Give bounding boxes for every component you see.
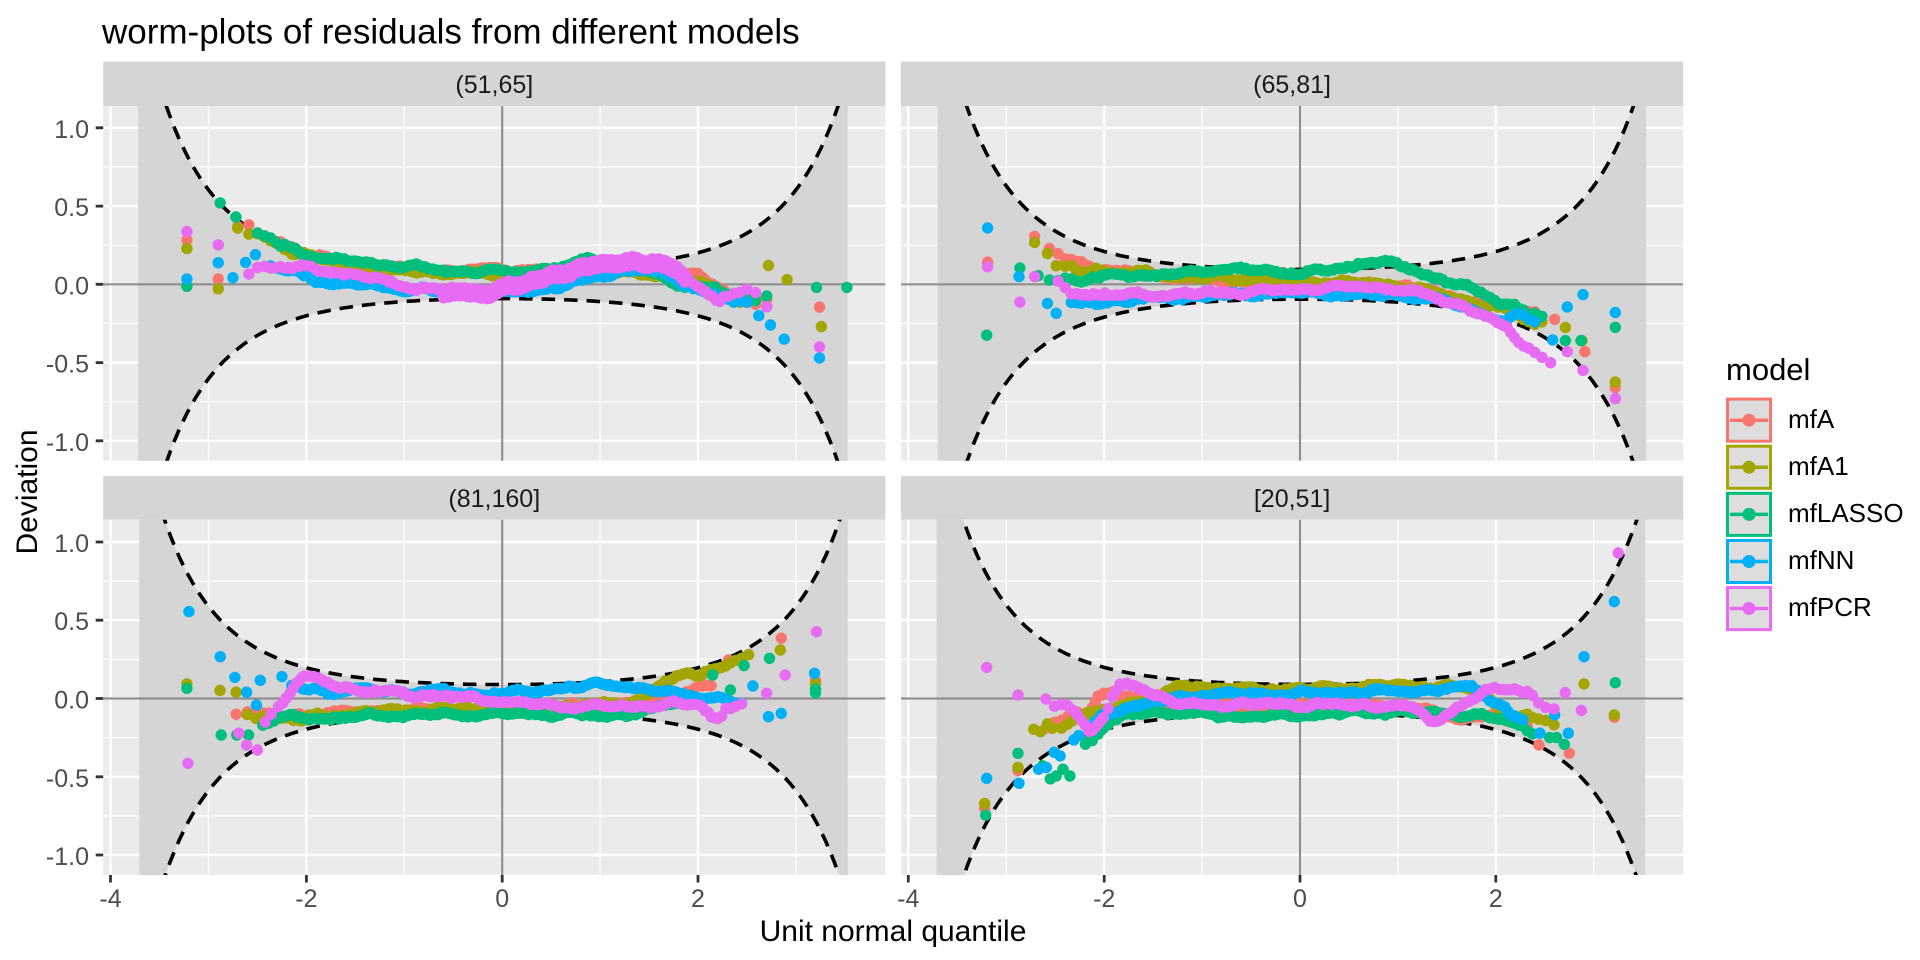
svg-text:1.0: 1.0: [54, 116, 89, 144]
svg-text:mfNN: mfNN: [1788, 545, 1854, 575]
svg-text:-1.0: -1.0: [46, 843, 89, 871]
svg-text:(81,160]: (81,160]: [448, 485, 540, 513]
svg-text:-2: -2: [295, 885, 317, 913]
svg-text:model: model: [1726, 352, 1810, 387]
svg-text:mfA1: mfA1: [1788, 451, 1849, 481]
svg-text:0.5: 0.5: [54, 194, 89, 222]
svg-text:-1.0: -1.0: [46, 429, 89, 457]
svg-text:mfPCR: mfPCR: [1788, 592, 1872, 622]
svg-text:-2: -2: [1093, 885, 1115, 913]
svg-text:1.0: 1.0: [54, 530, 89, 558]
svg-text:mfLASSO: mfLASSO: [1788, 498, 1904, 528]
svg-text:Unit normal quantile: Unit normal quantile: [760, 915, 1027, 948]
svg-text:2: 2: [1489, 885, 1503, 913]
svg-text:(51,65]: (51,65]: [455, 71, 533, 99]
svg-text:2: 2: [691, 885, 705, 913]
svg-text:worm-plots of residuals from d: worm-plots of residuals from different m…: [101, 13, 800, 52]
svg-text:0.0: 0.0: [54, 272, 89, 300]
svg-text:mfA: mfA: [1788, 404, 1835, 434]
svg-text:0.0: 0.0: [54, 687, 89, 715]
svg-text:0.5: 0.5: [54, 608, 89, 636]
svg-text:0: 0: [1293, 885, 1307, 913]
svg-text:(65,81]: (65,81]: [1253, 71, 1331, 99]
svg-text:-0.5: -0.5: [46, 351, 89, 379]
svg-text:[20,51]: [20,51]: [1254, 485, 1330, 513]
svg-text:-4: -4: [99, 885, 121, 913]
svg-text:0: 0: [495, 885, 509, 913]
svg-text:-0.5: -0.5: [46, 765, 89, 793]
svg-text:-4: -4: [897, 885, 919, 913]
svg-text:Deviation: Deviation: [11, 429, 44, 554]
